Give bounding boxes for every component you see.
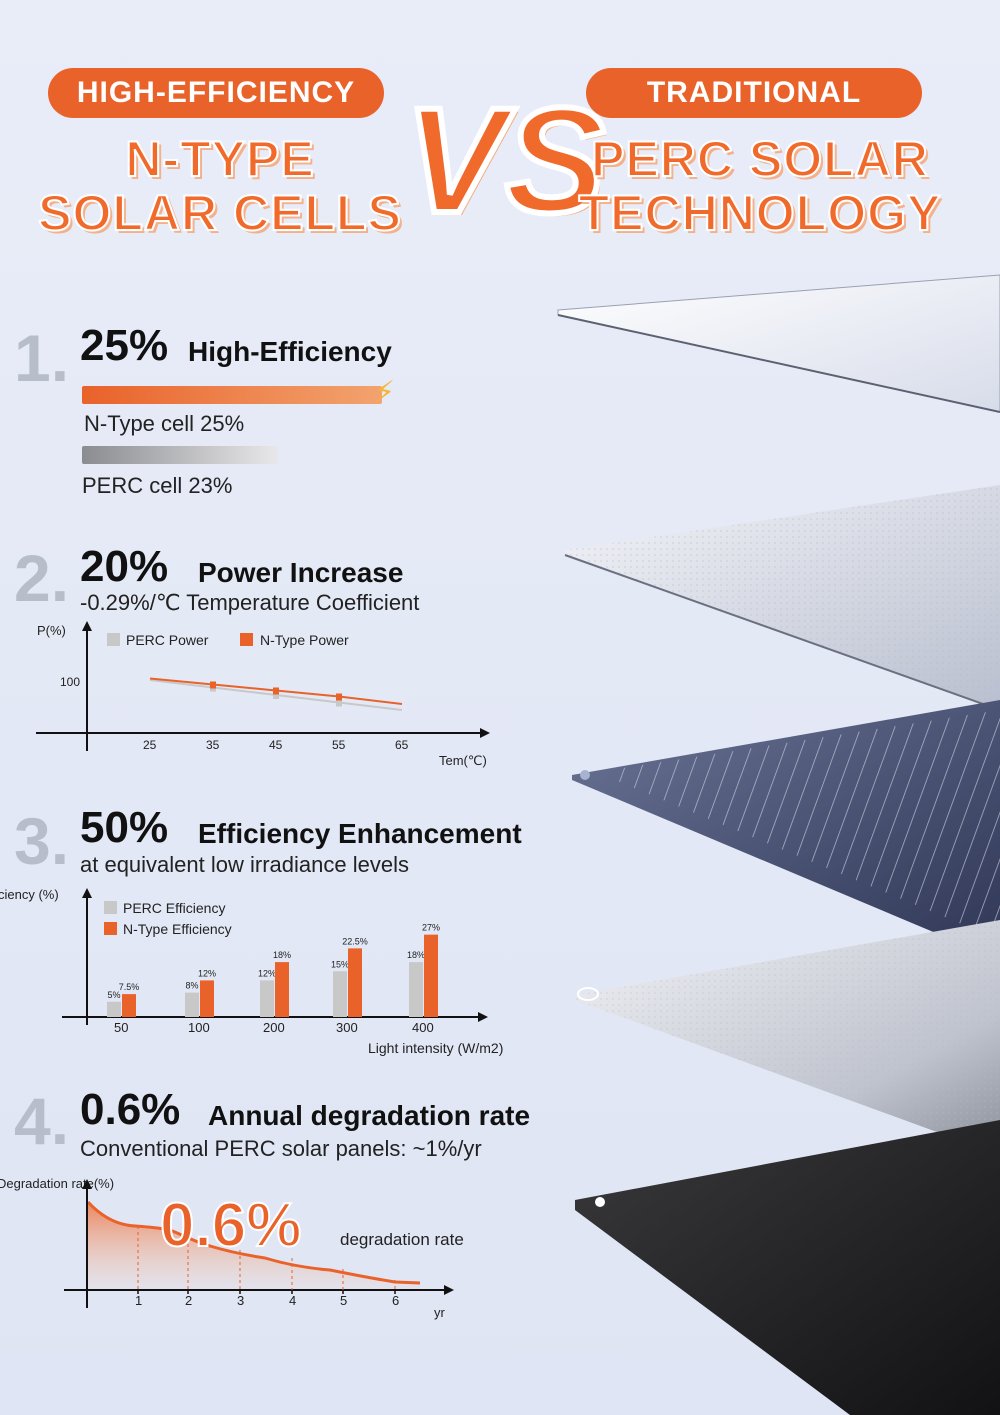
- section4-number: 4.: [14, 1084, 70, 1158]
- ntype-efficiency-bar: [275, 962, 289, 1017]
- chart3-ylabel: ciency (%): [0, 887, 59, 902]
- ntype-title-line2: SOLAR CELLS: [37, 185, 402, 241]
- degradation-rate-chart: Degradation rate(%) yr 1 2 3 4 5 6 0.6% degra…: [0, 1176, 464, 1320]
- perc-title-line2: TECHNOLOGY: [578, 185, 942, 241]
- perc-bar-label: 15%: [331, 959, 349, 969]
- perc-title-line1: PERC SOLAR: [590, 131, 929, 187]
- legend-perc-power: PERC Power: [126, 632, 209, 648]
- perc-power-point: [336, 699, 342, 707]
- ntype-efficiency-bar: [348, 948, 362, 1017]
- ntype-title: N-TYPE SOLAR CELLS: [30, 131, 410, 241]
- perc-bar-label: 5%: [107, 990, 120, 1000]
- ntype-bar-label: 7.5%: [119, 982, 140, 992]
- perc-title: PERC SOLAR TECHNOLOGY: [575, 131, 945, 241]
- section1-number: 1.: [14, 321, 70, 395]
- chart2-xtick: 65: [395, 738, 409, 752]
- perc-efficiency-bar: [82, 446, 278, 464]
- chart3-xtick: 300: [336, 1020, 358, 1035]
- ntype-efficiency-bar: [122, 994, 136, 1017]
- perc-bar-label: 12%: [258, 968, 276, 978]
- chart4-xtick: 5: [340, 1293, 347, 1308]
- perc-cell-label: PERC cell 23%: [82, 473, 233, 498]
- temperature-power-chart: P(%) 100 PERC Power N-Type Power Tem(℃) …: [36, 621, 490, 768]
- perc-efficiency-bar: [333, 971, 347, 1017]
- section1-value: 25%: [80, 321, 169, 370]
- perc-efficiency-bar: [185, 992, 199, 1017]
- section4-value: 0.6%: [80, 1085, 181, 1134]
- perc-bar-label: 18%: [407, 950, 425, 960]
- perc-efficiency-bar: [409, 962, 423, 1017]
- chart2-xtick: 55: [332, 738, 346, 752]
- degradation-area: [88, 1202, 420, 1290]
- section3-subtitle: at equivalent low irradiance levels: [80, 852, 409, 877]
- section2-number: 2.: [14, 541, 70, 615]
- ntype-efficiency-bar: [82, 386, 382, 404]
- chart4-xtick: 2: [185, 1293, 192, 1308]
- section3-number: 3.: [14, 804, 70, 878]
- ntype-power-point: [273, 687, 279, 695]
- legend-ntype-power: N-Type Power: [260, 632, 349, 648]
- chart2-ylabel: P(%): [37, 623, 66, 638]
- chart4-xtick: 3: [237, 1293, 244, 1308]
- ntype-efficiency-bar: [200, 980, 214, 1017]
- ntype-bar-label: 18%: [273, 950, 291, 960]
- section4-subtitle: Conventional PERC solar panels: ~1%/yr: [80, 1136, 482, 1161]
- ntype-bar-label: 27%: [422, 923, 440, 933]
- chart3-xtick: 100: [188, 1020, 210, 1035]
- perc-power-point: [273, 692, 279, 699]
- chart2-xtick: 35: [206, 738, 220, 752]
- section3-value: 50%: [80, 803, 169, 852]
- perc-bar-label: 8%: [185, 981, 198, 991]
- section2-subtitle: -0.29%/℃ Temperature Coefficient: [80, 590, 420, 615]
- chart3-xtick: 400: [412, 1020, 434, 1035]
- lightning-icon: ⚡: [374, 376, 396, 409]
- chart4-xtick: 1: [135, 1293, 142, 1308]
- ntype-title-line1: N-TYPE: [124, 131, 315, 187]
- chart2-xtick: 25: [143, 738, 157, 752]
- section4-title: Annual degradation rate: [208, 1100, 531, 1131]
- section2-title: Power Increase: [198, 557, 404, 588]
- chart4-xtick: 6: [392, 1293, 399, 1308]
- section1-title: High-Efficiency: [188, 336, 392, 367]
- chart2-xlabel: Tem(℃): [439, 753, 487, 768]
- solar-panel-layers-illustration: [557, 274, 1000, 1415]
- section3-title: Efficiency Enhancement: [198, 818, 522, 849]
- section2-value: 20%: [80, 542, 169, 591]
- chart3-xtick: 200: [263, 1020, 285, 1035]
- degradation-overlay-label: degradation rate: [340, 1230, 464, 1249]
- ntype-bar-label: 12%: [198, 968, 216, 978]
- vs-mark: VS: [402, 76, 608, 244]
- low-irradiance-efficiency-chart: ciency (%) PERC Efficiency N-Type Effici…: [0, 887, 503, 1056]
- legend-perc-efficiency-swatch: [104, 901, 117, 914]
- legend-ntype-efficiency-swatch: [104, 922, 117, 935]
- perc-efficiency-bar: [260, 980, 274, 1017]
- chart4-xtick: 4: [289, 1293, 296, 1308]
- ntype-bar-label: 22.5%: [342, 936, 368, 946]
- ntype-power-point: [210, 681, 216, 689]
- legend-perc-efficiency: PERC Efficiency: [123, 900, 225, 916]
- legend-ntype-power-swatch: [240, 633, 253, 646]
- traditional-pill: TRADITIONAL: [586, 68, 922, 118]
- ntype-power-point: [336, 693, 342, 701]
- chart4-xlabel: yr: [434, 1305, 446, 1320]
- legend-perc-power-swatch: [107, 633, 120, 646]
- high-efficiency-pill: HIGH-EFFICIENCY: [48, 68, 384, 118]
- ntype-efficiency-bar: [424, 934, 438, 1017]
- perc-efficiency-bar: [107, 1001, 121, 1017]
- chart2-ytick-100: 100: [60, 675, 80, 689]
- degradation-line: [86, 1200, 421, 1285]
- chart3-xtick: 50: [114, 1020, 128, 1035]
- chart4-ylabel: Degradation rate(%): [0, 1176, 114, 1191]
- chart2-xtick: 45: [269, 738, 283, 752]
- legend-ntype-efficiency: N-Type Efficiency: [123, 921, 232, 937]
- degradation-overlay-value: 0.6%: [160, 1191, 301, 1260]
- chart3-xlabel: Light intensity (W/m2): [368, 1040, 503, 1056]
- ntype-cell-label: N-Type cell 25%: [84, 411, 245, 436]
